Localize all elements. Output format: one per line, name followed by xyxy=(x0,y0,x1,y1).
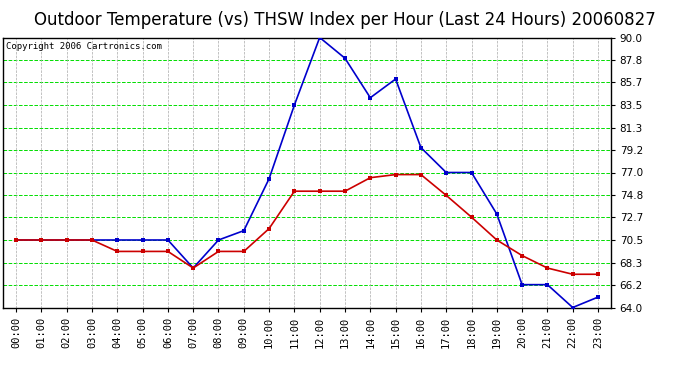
Text: Copyright 2006 Cartronics.com: Copyright 2006 Cartronics.com xyxy=(6,42,162,51)
Text: Outdoor Temperature (vs) THSW Index per Hour (Last 24 Hours) 20060827: Outdoor Temperature (vs) THSW Index per … xyxy=(34,11,656,29)
